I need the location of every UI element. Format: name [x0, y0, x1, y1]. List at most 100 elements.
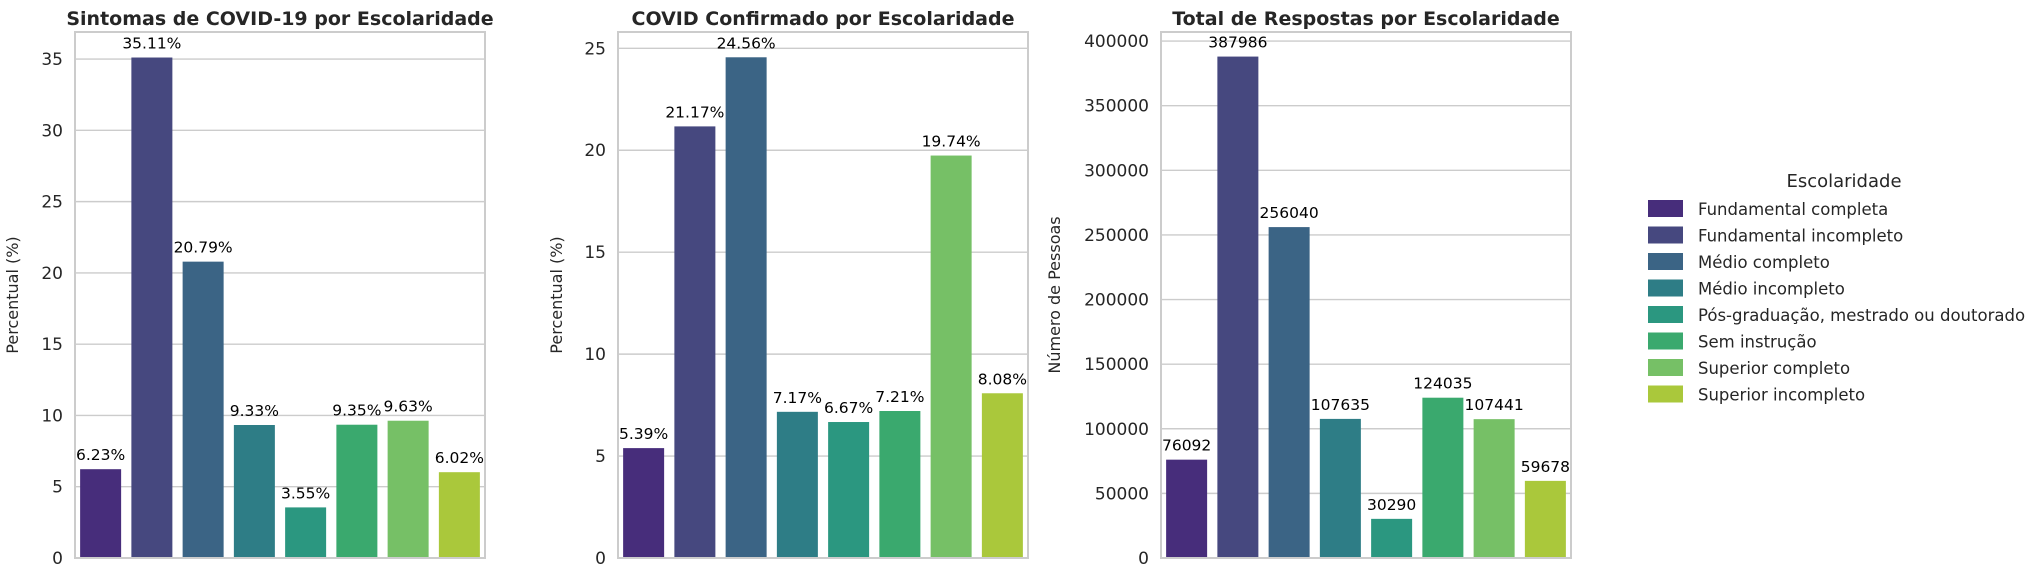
- bar-value-label: 9.33%: [230, 402, 279, 420]
- bar-value-label: 6.02%: [435, 449, 484, 467]
- y-tick-label: 0: [1138, 549, 1149, 569]
- y-tick-label: 150000: [1084, 355, 1149, 375]
- bar-8: [438, 472, 480, 558]
- bar-5: [1371, 518, 1413, 558]
- bar-value-label: 5.39%: [619, 425, 668, 443]
- legend-swatch: [1648, 332, 1683, 350]
- legend-swatch: [1648, 200, 1683, 217]
- bar-value-label: 59678: [1521, 458, 1570, 476]
- chart-title: Sintomas de COVID-19 por Escolaridade: [66, 8, 493, 30]
- y-tick-label: 20: [584, 141, 606, 161]
- legend-swatch: [1648, 385, 1683, 403]
- bar-7: [387, 420, 429, 558]
- chart-panel-2: 0 5 10 15 20 25 5.39% 21.17% 24.56% 7.17%6.67%7.2…: [547, 8, 1029, 569]
- bar-3: [1268, 227, 1310, 558]
- bar-value-label: 9.35%: [332, 402, 381, 420]
- bar-6: [879, 411, 921, 558]
- y-tick-label: 25: [41, 193, 63, 213]
- y-tick-label: 20: [41, 264, 63, 284]
- plot-frame: [1160, 31, 1572, 559]
- y-tick-label: 15: [584, 243, 606, 263]
- legend-swatch: [1648, 359, 1683, 376]
- bar-value-label: 6.67%: [824, 399, 873, 417]
- bar-7: [930, 155, 972, 559]
- bar-value-label: 387986: [1208, 34, 1267, 52]
- y-axis-label: Número de Pessoas: [1045, 216, 1064, 373]
- bar-value-label: 7.21%: [875, 388, 924, 406]
- y-tick-label: 200000: [1084, 291, 1149, 311]
- bar-1: [80, 469, 122, 558]
- legend-entry-label: Pós-graduação, mestrado ou doutorado: [1698, 306, 2025, 325]
- legend: Escolaridade Fundamental completa Fundamen…: [1648, 171, 2025, 405]
- y-tick-label: 400000: [1084, 32, 1149, 52]
- bar-3: [725, 57, 767, 559]
- bar-4: [776, 411, 818, 558]
- bar-value-label: 76092: [1162, 437, 1211, 455]
- bar-value-label: 124035: [1413, 375, 1472, 393]
- chart-title: Total de Respostas por Escolaridade: [1172, 8, 1560, 30]
- bar-2: [131, 57, 173, 558]
- legend-swatch: [1648, 226, 1683, 244]
- legend-entry-label: Fundamental completa: [1698, 200, 1888, 219]
- bar-5: [285, 507, 327, 558]
- y-tick-label: 35: [41, 50, 63, 70]
- bar-value-label: 20.79%: [174, 239, 233, 257]
- bar-value-label: 107441: [1465, 396, 1524, 414]
- bar-7: [1473, 419, 1515, 558]
- bar-1: [1166, 459, 1208, 558]
- bar-value-label: 30290: [1367, 496, 1416, 514]
- chart-title: COVID Confirmado por Escolaridade: [632, 8, 1015, 30]
- bar-1: [623, 448, 665, 558]
- bar-value-label: 21.17%: [665, 103, 724, 121]
- y-tick-label: 5: [52, 478, 63, 498]
- y-tick-label: 300000: [1084, 161, 1149, 181]
- bar-value-label: 256040: [1260, 204, 1319, 222]
- y-axis-label: Percentual (%): [547, 236, 566, 353]
- bar-value-label: 7.17%: [773, 389, 822, 407]
- legend-swatch: [1648, 279, 1683, 297]
- chart-panel-1: 0 5 10 15 20 25 30 35 6.23% 35.11% 20.79% 9.33% 3.55…: [3, 8, 494, 569]
- plot-frame: [617, 31, 1029, 559]
- bar-value-label: 24.56%: [717, 34, 776, 52]
- legend-title: Escolaridade: [1786, 171, 1901, 192]
- y-tick-label: 0: [595, 549, 606, 569]
- y-tick-label: 0: [52, 549, 63, 569]
- bar-6: [1422, 397, 1464, 558]
- y-tick-label: 10: [584, 345, 606, 365]
- bar-value-label: 19.74%: [922, 133, 981, 151]
- bar-2: [674, 126, 716, 558]
- bar-value-label: 107635: [1311, 396, 1370, 414]
- y-tick-label: 100000: [1084, 420, 1149, 440]
- y-axis-label: Percentual (%): [3, 236, 22, 353]
- legend-swatch: [1648, 306, 1683, 323]
- bar-6: [336, 424, 378, 558]
- y-tick-label: 5: [595, 447, 606, 467]
- bar-8: [981, 393, 1023, 558]
- y-tick-label: 350000: [1084, 97, 1149, 117]
- y-tick-label: 10: [41, 406, 63, 426]
- legend-entry-label: Médio incompleto: [1698, 280, 1845, 299]
- bar-5: [828, 422, 870, 558]
- bar-value-label: 35.11%: [122, 35, 181, 53]
- bar-8: [1524, 480, 1566, 558]
- y-tick-label: 250000: [1084, 226, 1149, 246]
- legend-entry-label: Superior completo: [1698, 359, 1850, 378]
- y-tick-label: 50000: [1095, 484, 1149, 504]
- bar-4: [233, 425, 275, 558]
- bar-value-label: 9.63%: [384, 398, 433, 416]
- legend-swatch: [1648, 253, 1683, 270]
- bar-2: [1217, 56, 1259, 559]
- bar-value-label: 6.23%: [76, 446, 125, 464]
- bar-3: [182, 261, 224, 558]
- plot-frame: [74, 31, 486, 559]
- legend-entry-label: Sem instrução: [1698, 333, 1817, 352]
- y-tick-label: 25: [584, 39, 606, 59]
- legend-entry-label: Superior incompleto: [1698, 386, 1865, 405]
- legend-entry-label: Médio completo: [1698, 253, 1830, 272]
- bar-value-label: 3.55%: [281, 484, 330, 502]
- bar-4: [1319, 418, 1361, 558]
- bar-value-label: 8.08%: [978, 370, 1027, 388]
- chart-panel-3: 0 50000 100000 150000 200000 250000 300000 3500…: [1045, 8, 1572, 569]
